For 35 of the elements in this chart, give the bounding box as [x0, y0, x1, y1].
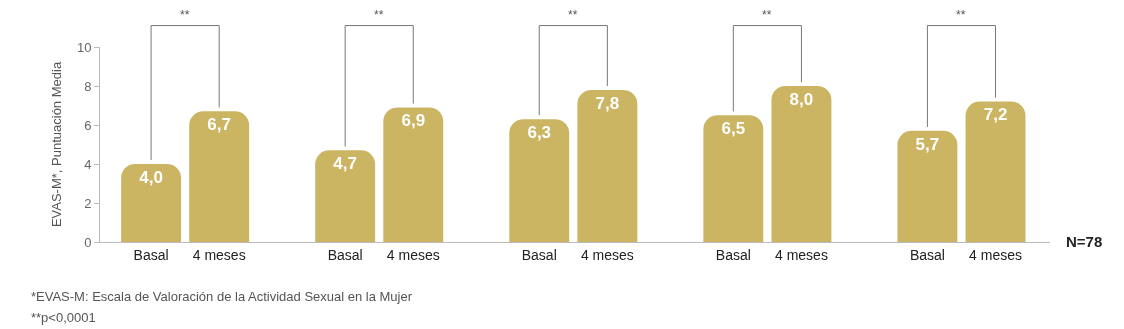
text: ** [762, 8, 772, 22]
y-tick-label: 2 [84, 195, 92, 211]
data-label: 6,5 [721, 119, 746, 139]
data-label: 6,7 [207, 115, 231, 135]
text: ** [568, 8, 578, 22]
x-tick-label: 4 meses [969, 246, 1022, 263]
x-tick-label: 4 meses [386, 246, 440, 263]
y-axis-title: EVAS-M*, Puntuación Media [48, 61, 64, 228]
text: *EVAS-M: Escala de Valoración de la Actividad Sexual en la Mujer [31, 289, 413, 304]
x-tick-label: Basal [909, 246, 945, 263]
x-tick-label: 4 meses [192, 246, 246, 263]
x-tick-label: Basal [715, 246, 751, 263]
data-label: 7,8 [595, 93, 620, 113]
x-tick-label: Basal [133, 246, 169, 263]
text: **p<0,0001 [31, 310, 96, 325]
data-label: 6,3 [527, 122, 552, 142]
data-label: 4,0 [139, 167, 163, 187]
y-tick-label: 4 [84, 156, 92, 172]
x-tick-label: Basal [521, 246, 557, 263]
y-tick-label: 8 [84, 78, 92, 94]
data-label: 7,2 [983, 105, 1008, 125]
data-label: 5,7 [915, 134, 940, 154]
text: ** [956, 8, 966, 22]
y-tick-label: 6 [84, 117, 92, 133]
text: ** [374, 8, 384, 22]
x-tick-label: 4 meses [774, 246, 828, 263]
x-tick-label: 4 meses [580, 246, 634, 263]
text: ** [180, 8, 190, 22]
data-label: 4,7 [333, 154, 357, 174]
y-tick-label: 10 [76, 39, 92, 55]
data-label: 8,0 [789, 89, 814, 109]
text: N=78 [1066, 233, 1103, 250]
data-label: 6,9 [401, 111, 426, 131]
y-tick-label: 0 [84, 234, 92, 250]
x-tick-label: Basal [327, 246, 363, 263]
